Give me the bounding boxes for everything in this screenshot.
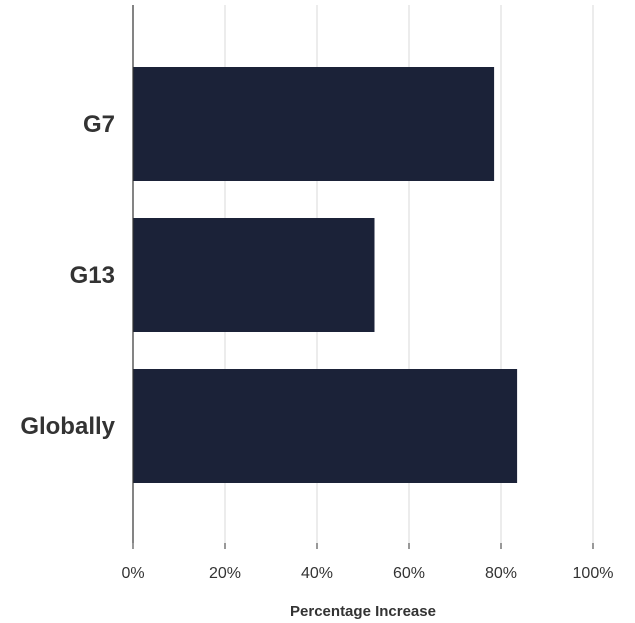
x-tick-label: 80% <box>485 565 517 582</box>
labels: 0% 20% 40% 60% 80% 100% G7 G13 Globally <box>20 111 613 582</box>
category-label: G7 <box>83 111 115 138</box>
x-tick-label: 40% <box>301 565 333 582</box>
bar-globally <box>133 369 518 483</box>
x-tick-label: 0% <box>121 565 144 582</box>
bars <box>133 67 518 483</box>
x-tick-label: 60% <box>393 565 425 582</box>
x-tick-label: 100% <box>573 565 614 582</box>
bar-g13 <box>133 218 375 332</box>
category-label: G13 <box>70 262 115 289</box>
bar-g7 <box>133 67 495 181</box>
x-tick-label: 20% <box>209 565 241 582</box>
axes <box>132 5 594 549</box>
x-axis-title: Percentage Increase <box>290 603 436 620</box>
category-label: Globally <box>20 413 115 440</box>
